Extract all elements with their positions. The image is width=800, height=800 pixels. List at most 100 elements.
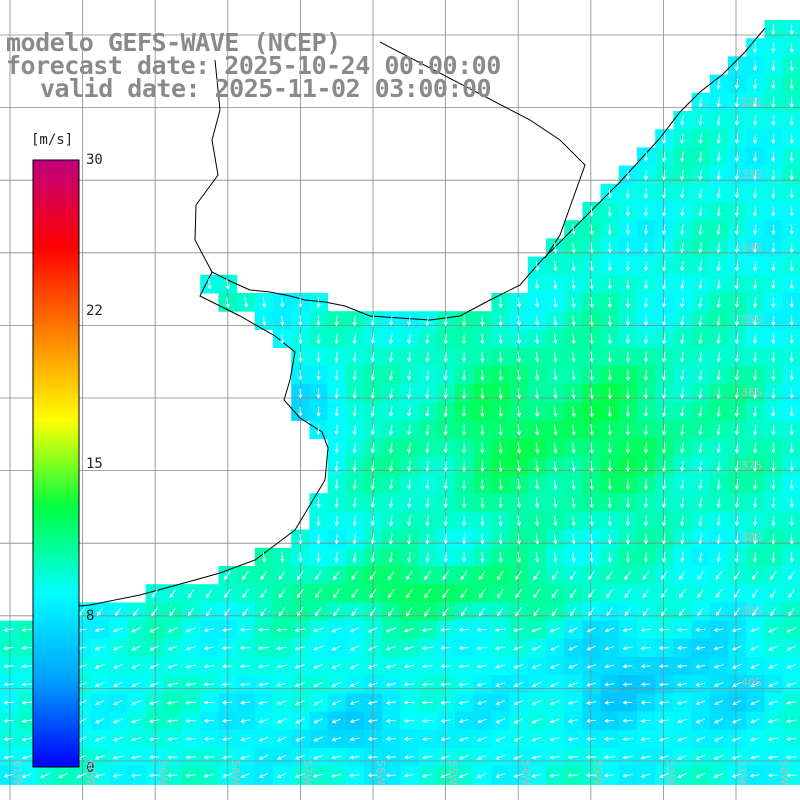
wind-arrow [443,497,448,509]
wind-arrow [407,406,412,418]
wind-arrow [586,700,597,705]
wind-arrow [662,279,667,290]
wind-arrow [789,424,794,436]
wind-arrow [113,700,123,706]
wind-arrow [698,297,703,308]
wind-arrow [567,737,579,742]
wind-arrow [480,442,485,454]
wind-arrow [94,663,105,669]
wind-arrow [294,700,305,706]
wind-arrow [625,351,630,363]
wind-arrow [643,406,649,418]
wind-arrow [768,627,779,633]
wind-arrow [589,206,594,217]
wind-arrow [352,551,357,563]
wind-arrow [585,736,597,742]
wind-arrow [607,296,612,309]
wind-arrow [535,442,540,454]
wind-arrow [680,533,685,545]
wind-arrow [731,627,742,633]
wind-arrow [458,682,469,687]
wind-arrow [568,627,578,633]
wind-arrow [622,646,633,651]
wind-arrow [753,533,758,545]
wind-arrow [677,682,688,687]
wind-arrow [567,700,578,706]
wind-arrow [513,646,524,651]
wind-arrow [21,700,33,705]
wind-arrow [571,297,576,308]
wind-arrow [662,151,667,163]
wind-arrow [407,551,412,563]
wind-arrow [205,588,213,599]
wind-arrow [770,570,777,580]
wind-arrow [771,424,776,436]
wind-arrow [658,627,670,632]
wind-arrow [789,515,794,527]
lon-label: 58W [229,760,242,785]
wind-arrow [569,607,577,617]
wind-arrow [607,533,612,545]
wind-arrow [494,627,506,633]
wind-arrow [571,242,576,254]
wind-arrow [698,515,703,527]
wind-arrow [276,682,287,687]
wind-arrow [278,588,286,599]
wind-arrow [553,406,558,418]
wind-arrow [607,224,612,236]
wind-arrow [276,700,287,706]
wind-arrow [370,315,375,327]
wind-arrow [589,315,594,327]
wind-arrow [771,479,776,490]
wind-arrow [571,351,576,363]
wind-arrow [262,315,267,326]
wind-arrow [151,607,158,617]
wind-arrow [789,388,794,399]
wind-arrow [21,682,33,687]
wind-arrow [334,406,339,418]
wind-arrow [295,718,305,724]
wind-arrow [734,533,739,545]
wind-arrow [516,406,522,418]
wind-arrow [349,627,360,633]
wind-arrow [732,700,742,706]
wind-arrow [589,405,594,418]
wind-arrow [334,351,339,363]
wind-arrow [771,533,776,545]
wind-arrow [535,315,540,326]
wind-arrow [789,60,794,72]
wind-arrow [549,737,560,742]
wind-arrow [112,773,123,778]
wind-arrow [662,297,667,308]
wind-arrow [516,551,522,563]
wind-arrow [406,570,413,581]
wind-arrow [698,206,703,217]
wind-arrow [607,424,612,436]
wind-arrow [240,719,251,724]
wind-arrow [789,297,794,308]
wind-arrow [458,736,469,742]
wind-arrow [640,700,651,705]
wind-arrow [716,115,721,126]
wind-arrow [662,224,667,235]
wind-arrow [113,663,123,669]
wind-arrow [569,570,577,580]
wind-arrow [753,133,758,144]
wind-arrow [424,606,432,617]
wind-arrow [407,533,412,545]
wind-arrow [331,700,342,706]
wind-arrow [370,351,375,363]
wind-arrow [716,442,721,454]
wind-arrow [680,188,685,199]
wind-arrow [753,169,758,181]
wind-arrow [604,718,615,723]
wind-arrow [571,315,576,327]
wind-arrow [661,333,667,345]
wind-arrow [625,170,630,181]
wind-arrow [388,460,393,472]
lon-label: 59W [156,760,169,785]
wind-arrow [680,169,685,181]
wind-arrow [713,664,724,669]
wind-arrow [312,773,324,778]
